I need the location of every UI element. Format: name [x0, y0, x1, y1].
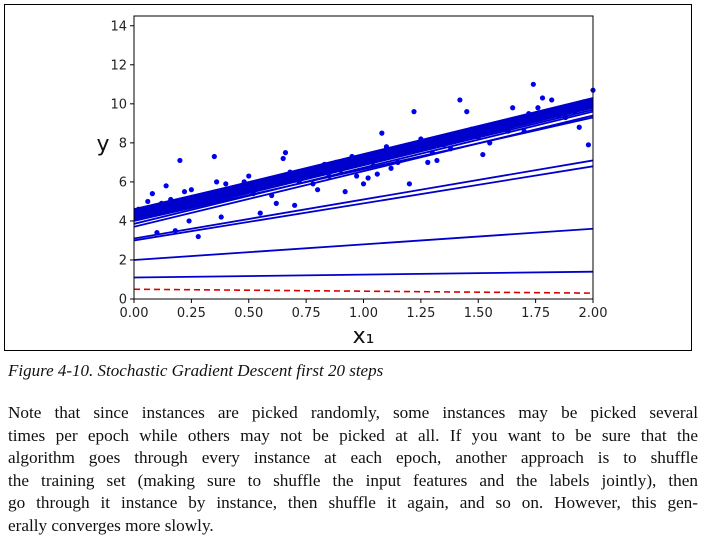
x-tick-label: 1.75: [521, 306, 550, 321]
data-point: [342, 189, 348, 195]
figure-frame: 0.00 0.25 0.50 0.75 1.00 1.25 1.50 1.75 2.00 0 2 4 6…: [4, 4, 692, 351]
data-point: [510, 105, 516, 111]
paragraph-line: the training set (making sure to shuffle…: [8, 470, 698, 490]
sgd-step-line: [134, 110, 593, 225]
x-tick-label: 1.00: [349, 306, 378, 321]
data-point: [292, 202, 298, 208]
y-tick-label: 2: [119, 253, 127, 268]
data-point: [163, 183, 169, 189]
data-point: [211, 153, 217, 160]
data-point: [585, 142, 592, 148]
y-tick-label: 12: [110, 58, 127, 73]
x-tick-label: 0.50: [234, 306, 263, 321]
data-point: [539, 95, 546, 101]
data-point: [434, 157, 440, 164]
sgd-chart: 0.00 0.25 0.50 0.75 1.00 1.25 1.50 1.75 2.00 0 2 4 6…: [96, 15, 608, 349]
data-point: [246, 173, 252, 179]
paragraph-line: erally converges more slowly.: [8, 515, 214, 535]
x-tick-label: 1.25: [406, 306, 435, 321]
sgd-step-line: [134, 105, 593, 220]
paragraph-line: Note that since instances are picked ran…: [8, 403, 698, 422]
y-tick-label: 8: [119, 136, 127, 151]
data-point: [406, 181, 412, 187]
data-point: [145, 198, 151, 205]
data-point: [223, 181, 229, 187]
data-point: [177, 157, 183, 164]
paragraph-line: go through it instance by instance, then…: [8, 493, 698, 512]
data-point: [280, 155, 286, 162]
sgd-step-line: [134, 159, 593, 240]
data-point: [214, 179, 220, 185]
data-point: [282, 150, 289, 156]
data-point: [480, 151, 486, 158]
sgd-step-line: [134, 101, 593, 216]
data-point: [354, 173, 360, 179]
x-tick-label: 2.00: [579, 306, 608, 321]
data-point: [549, 97, 555, 103]
sgd-step-line: [134, 116, 593, 222]
figure-caption: Figure 4-10. Stochastic Gradient Descent…: [8, 361, 384, 380]
data-point: [149, 191, 155, 197]
sgd-step-line: [134, 102, 593, 217]
data-point: [411, 109, 417, 115]
data-point: [273, 200, 279, 206]
sgd-step-line: [134, 165, 593, 242]
data-point: [186, 218, 192, 224]
body-paragraph: Note that since instances are picked ran…: [8, 402, 698, 537]
data-point: [257, 210, 263, 216]
data-point: [535, 105, 541, 111]
data-point: [379, 130, 385, 136]
data-point: [315, 187, 321, 193]
x-tick-label: 0.25: [177, 306, 206, 321]
sgd-step-line: [134, 100, 593, 211]
data-point: [425, 159, 431, 165]
sgd-step-line: [134, 103, 593, 218]
initial-prediction-line: [134, 288, 593, 294]
data-point: [374, 171, 380, 177]
paragraph-line: algorithm goes through every instance at…: [8, 448, 698, 467]
data-point: [181, 189, 188, 195]
data-point: [530, 81, 536, 87]
y-axis-label: y: [96, 132, 109, 157]
sgd-step-line: [134, 270, 593, 279]
data-point: [360, 181, 367, 187]
sgd-step-line: [134, 106, 593, 221]
data-point: [195, 233, 201, 240]
x-axis-label: x₁: [353, 324, 375, 349]
sgd-step-line: [134, 108, 593, 222]
y-tick-label: 10: [110, 97, 127, 112]
y-tick-label: 14: [110, 19, 127, 34]
data-point: [218, 214, 224, 220]
data-point: [188, 187, 194, 193]
y-tick-label: 0: [119, 293, 127, 308]
sgd-step-line: [134, 104, 593, 219]
y-tick-label: 4: [119, 214, 127, 229]
data-point: [365, 175, 371, 181]
data-point: [457, 97, 463, 103]
sgd-step-line: [134, 227, 593, 261]
y-tick-label: 6: [119, 175, 127, 190]
x-tick-label: 0.00: [120, 306, 149, 321]
data-point: [576, 124, 582, 130]
paragraph-line: times per epoch while others may not be …: [8, 425, 698, 445]
data-point: [388, 165, 394, 171]
x-tick-label: 0.75: [292, 306, 321, 321]
data-point: [464, 109, 470, 115]
x-tick-label: 1.50: [464, 306, 493, 321]
